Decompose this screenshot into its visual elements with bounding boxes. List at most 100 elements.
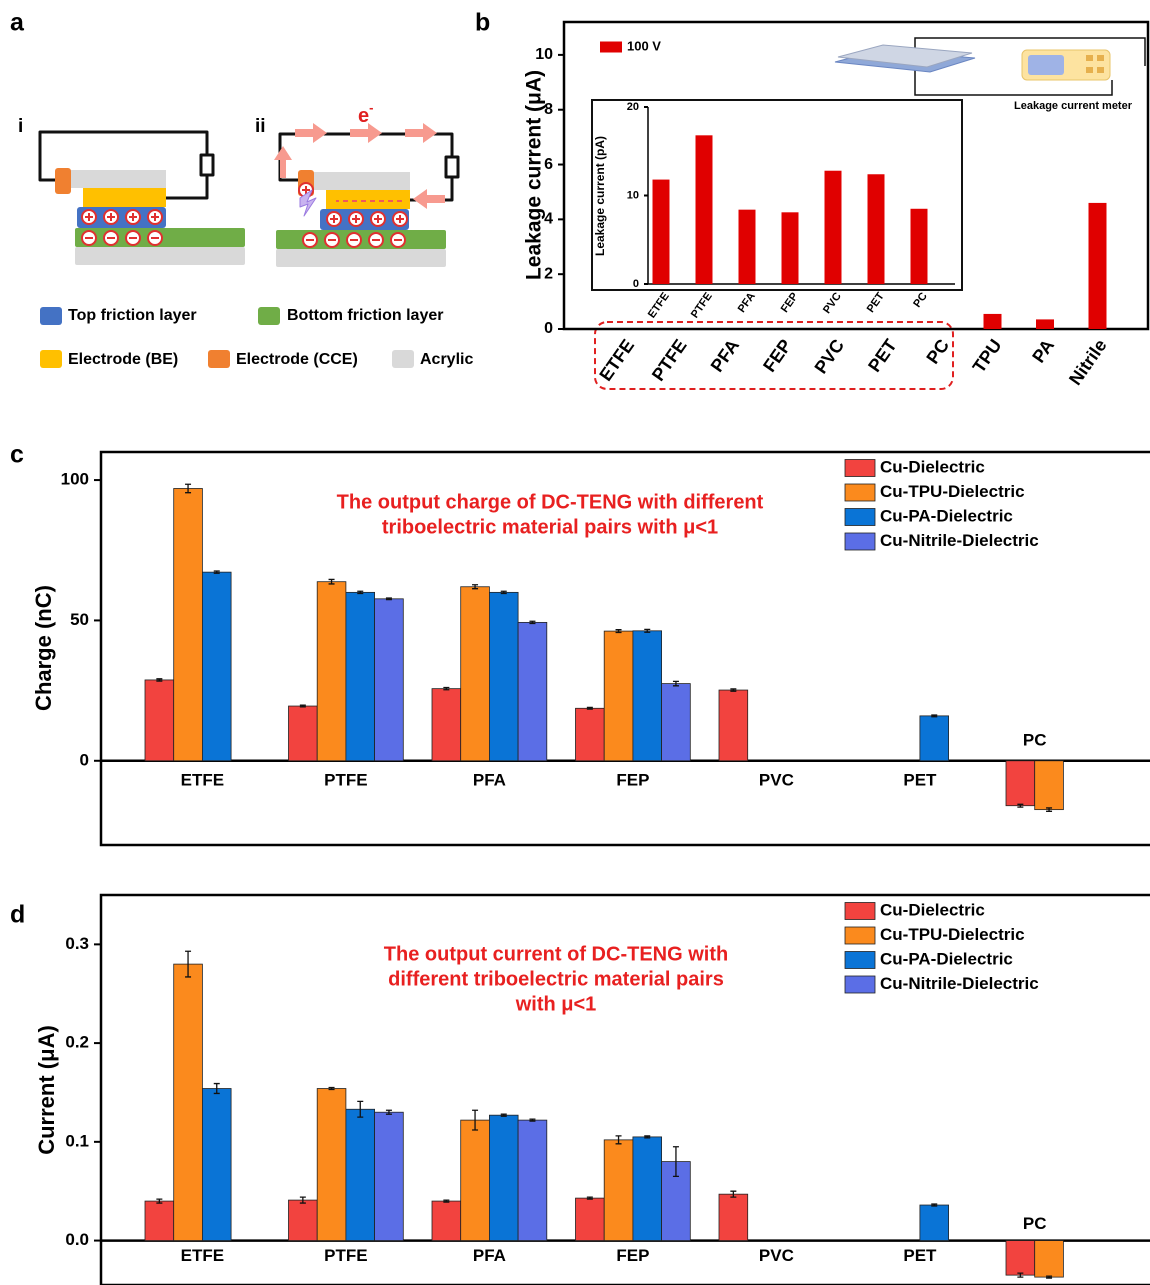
x-tick-label: PTFE [648, 336, 691, 385]
page: { "diagram": { "panel": "a", "sub_labels… [0, 0, 1150, 1285]
x-tick-label: PFA [707, 336, 743, 376]
legend-swatch [845, 952, 875, 969]
x-tick-label: PTFE [324, 1246, 367, 1265]
bar [1006, 761, 1035, 806]
y-axis-label: Current (μA) [34, 1025, 59, 1155]
y-tick-label: 50 [70, 610, 89, 629]
bar [920, 716, 949, 761]
y-tick-label: 0 [544, 320, 553, 337]
x-tick-label: PFA [473, 1246, 506, 1265]
y-tick-label: 0.1 [65, 1131, 89, 1150]
chart: 050100Charge (nC)cThe output charge of D… [10, 441, 1150, 845]
bar [653, 180, 670, 284]
bar [432, 689, 461, 761]
bar [375, 1112, 404, 1240]
bar [576, 708, 605, 760]
bar [289, 706, 318, 761]
x-tick-label: PC [1023, 1214, 1047, 1233]
legend-swatch [845, 509, 875, 526]
legend-swatch [600, 42, 622, 53]
bar [576, 1198, 605, 1240]
bar [868, 174, 885, 284]
x-tick-label: PVC [759, 770, 794, 789]
x-tick-label: PET [864, 336, 900, 376]
x-tick-label: Nitrile [1065, 336, 1111, 389]
x-tick-label: PVC [759, 1246, 794, 1265]
x-tick-label: PTFE [689, 291, 715, 321]
x-tick-label: PC [1023, 730, 1047, 749]
legend-label: Electrode (CCE) [236, 351, 358, 368]
x-tick-label: ETFE [646, 291, 672, 321]
bar [1006, 1241, 1035, 1276]
x-tick-label: PET [865, 290, 887, 315]
legend-swatch [845, 927, 875, 944]
bar [825, 171, 842, 284]
legend-label: Top friction layer [68, 307, 197, 324]
bar [289, 1200, 318, 1240]
bar [782, 212, 799, 284]
bar [489, 1115, 518, 1240]
y-tick-label: 20 [627, 101, 639, 113]
bar [719, 1194, 748, 1240]
meter-schematic [835, 38, 1145, 95]
legend-label: Cu-Nitrile-Dielectric [880, 974, 1039, 993]
x-tick-label: PET [903, 1246, 937, 1265]
x-tick-label: PVC [811, 336, 849, 378]
chart-title: with μ<1 [515, 993, 597, 1015]
sub-label: i [18, 116, 23, 137]
legend-swatch [845, 484, 875, 501]
y-tick-label: 10 [627, 189, 639, 201]
chart-title: different triboelectric material pairs [388, 968, 724, 990]
bar [432, 1201, 461, 1240]
x-tick-label: TPU [969, 336, 1006, 377]
y-tick-label: 0.0 [65, 1230, 89, 1249]
legend-swatch [845, 976, 875, 993]
x-tick-label: PA [1028, 336, 1058, 367]
panel-label: c [10, 441, 24, 469]
y-axis-label: Leakage current (μA) [523, 70, 546, 280]
bar [317, 1089, 346, 1241]
device-ii: e- [274, 100, 458, 267]
bar [719, 690, 748, 761]
electron-charge: - [369, 100, 373, 115]
bar [518, 622, 547, 760]
panel-label: b [475, 9, 490, 37]
bar [739, 210, 756, 284]
x-tick-label: ETFE [595, 336, 638, 385]
bar [696, 135, 713, 284]
bar [911, 209, 928, 284]
device-i [40, 132, 245, 265]
bar [461, 1120, 490, 1240]
bar [604, 631, 633, 761]
chart-title: The output charge of DC-TENG with differ… [337, 491, 764, 513]
y-tick-label: 0.3 [65, 934, 89, 953]
bar [633, 1137, 662, 1241]
x-tick-label: PC [911, 290, 930, 309]
x-tick-label: PFA [736, 290, 758, 314]
x-tick-label: PET [903, 770, 937, 789]
figure: a i ii e- [0, 0, 1150, 1285]
bar [145, 680, 174, 761]
bar [346, 592, 375, 760]
y-tick-label: 0.2 [65, 1033, 89, 1052]
bar [984, 314, 1002, 329]
legend-label: Cu-TPU-Dielectric [880, 482, 1025, 501]
bar [604, 1140, 633, 1241]
bar [1089, 203, 1107, 329]
bar [375, 599, 404, 761]
x-tick-label: PFA [473, 770, 506, 789]
legend-swatch [845, 533, 875, 550]
y-tick-label: 10 [535, 46, 553, 63]
legend-label: Cu-TPU-Dielectric [880, 925, 1025, 944]
panel-label: a [10, 9, 25, 37]
sub-label: ii [255, 116, 266, 137]
x-tick-label: FEP [616, 1246, 649, 1265]
legend-label: Cu-Nitrile-Dielectric [880, 531, 1039, 550]
bar [174, 964, 203, 1240]
x-tick-label: FEP [616, 770, 649, 789]
x-tick-label: ETFE [181, 1246, 224, 1265]
x-tick-label: PVC [821, 290, 844, 315]
legend-label: Cu-PA-Dielectric [880, 949, 1013, 968]
x-tick-label: FEP [779, 291, 801, 315]
panel-label: d [10, 901, 25, 929]
